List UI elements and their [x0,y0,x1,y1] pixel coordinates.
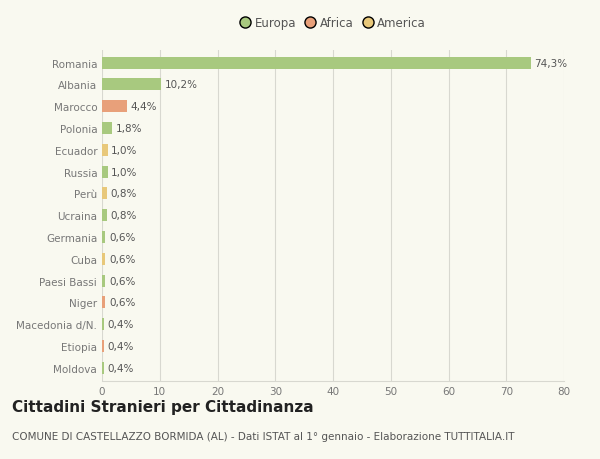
Text: 1,0%: 1,0% [111,167,137,177]
Bar [102,123,112,135]
Text: 0,6%: 0,6% [109,276,136,286]
Bar [102,275,106,287]
Text: 0,4%: 0,4% [108,363,134,373]
Bar [102,57,531,69]
Bar [102,188,107,200]
Text: 0,6%: 0,6% [109,232,136,242]
Bar [102,297,106,308]
Bar [102,101,127,113]
Bar [102,253,106,265]
Text: 0,8%: 0,8% [110,211,136,221]
Text: Cittadini Stranieri per Cittadinanza: Cittadini Stranieri per Cittadinanza [12,399,314,414]
Text: 0,6%: 0,6% [109,298,136,308]
Legend: Europa, Africa, America: Europa, Africa, America [237,13,429,34]
Bar [102,231,106,243]
Bar [102,362,104,374]
Bar [102,319,104,330]
Bar [102,145,108,157]
Text: 0,4%: 0,4% [108,341,134,351]
Text: 10,2%: 10,2% [164,80,197,90]
Bar [102,79,161,91]
Text: 4,4%: 4,4% [131,102,157,112]
Bar [102,340,104,352]
Bar [102,210,107,222]
Text: 0,6%: 0,6% [109,254,136,264]
Text: 0,4%: 0,4% [108,319,134,330]
Text: 74,3%: 74,3% [535,59,568,68]
Text: COMUNE DI CASTELLAZZO BORMIDA (AL) - Dati ISTAT al 1° gennaio - Elaborazione TUT: COMUNE DI CASTELLAZZO BORMIDA (AL) - Dat… [12,431,515,442]
Text: 1,0%: 1,0% [111,146,137,156]
Bar [102,166,108,178]
Text: 1,8%: 1,8% [116,124,142,134]
Text: 0,8%: 0,8% [110,189,136,199]
